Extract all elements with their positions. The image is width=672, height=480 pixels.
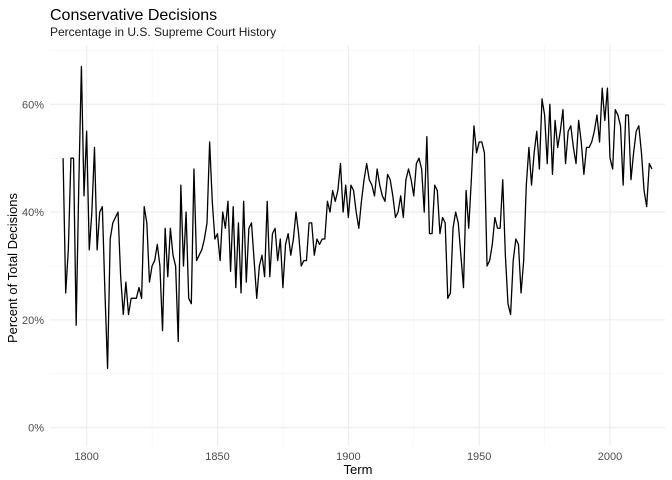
y-tick-label: 20% xyxy=(22,315,44,327)
x-tick-label: 1800 xyxy=(74,451,98,463)
x-tick-label: 1850 xyxy=(205,451,229,463)
gridlines xyxy=(50,45,665,446)
y-axis-ticks: 0% 20% 40% 60% xyxy=(22,99,44,434)
x-axis-ticks: 1800 1850 1900 1950 2000 xyxy=(74,451,622,463)
x-tick-label: 1950 xyxy=(467,451,491,463)
chart-title: Conservative Decisions xyxy=(50,7,217,24)
chart-subtitle: Percentage in U.S. Supreme Court History xyxy=(50,25,276,39)
series-line xyxy=(62,65,653,370)
x-axis-title: Term xyxy=(344,462,373,477)
y-tick-label: 40% xyxy=(22,207,44,219)
y-tick-label: 60% xyxy=(22,99,44,111)
x-tick-label: 2000 xyxy=(598,451,622,463)
x-tick-label: 1900 xyxy=(336,451,360,463)
y-tick-label: 0% xyxy=(28,423,44,435)
y-axis-title: Percent of Total Decisions xyxy=(5,192,20,343)
